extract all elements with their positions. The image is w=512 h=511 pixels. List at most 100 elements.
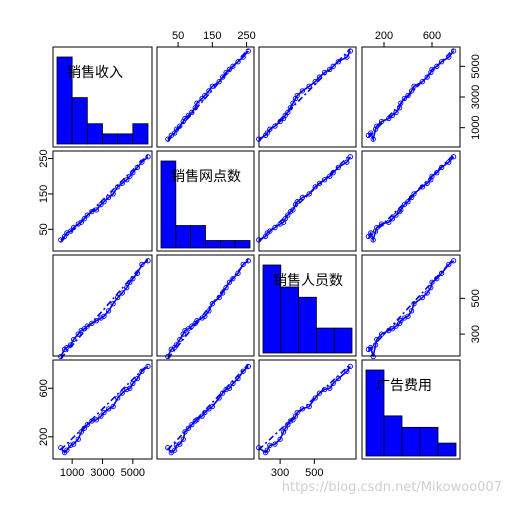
- data-point: [245, 258, 251, 264]
- y-tick-label: 600: [38, 379, 50, 397]
- variable-label: 销售人员数: [273, 273, 343, 289]
- data-point: [306, 191, 312, 197]
- data-point: [330, 63, 336, 69]
- fit-line: [167, 48, 249, 142]
- histogram-bar: [315, 327, 335, 354]
- data-point: [115, 294, 121, 301]
- panel-border: [361, 46, 461, 148]
- histogram-bar: [419, 426, 439, 457]
- data-point: [71, 336, 77, 343]
- fit-line: [258, 48, 351, 142]
- histogram-bar: [117, 133, 134, 145]
- histogram-bar: [401, 426, 421, 457]
- data-point: [424, 74, 430, 80]
- data-point: [145, 363, 151, 370]
- x-tick-label: 600: [423, 30, 441, 42]
- histogram-bar: [280, 286, 299, 354]
- x-tick-label: 50: [172, 30, 184, 42]
- histogram-bar: [383, 415, 403, 457]
- data-point: [81, 326, 87, 332]
- histogram-bar: [86, 123, 103, 145]
- y-tick-label: 300: [470, 325, 482, 343]
- data-point: [285, 109, 291, 115]
- data-point: [130, 276, 136, 282]
- data-point: [209, 83, 215, 89]
- data-point: [344, 368, 350, 374]
- data-point: [145, 154, 151, 160]
- data-point: [245, 48, 251, 54]
- data-point: [424, 180, 430, 186]
- x-tick-label: 300: [271, 467, 289, 479]
- smooth-line: [367, 156, 455, 243]
- x-tick-label: 150: [203, 30, 221, 42]
- data-point: [168, 449, 174, 456]
- y-tick-label: 250: [38, 149, 50, 167]
- data-point: [139, 368, 145, 374]
- data-point: [316, 180, 323, 186]
- y-tick-label: 50: [38, 223, 50, 235]
- panel-border: [52, 254, 153, 357]
- data-point: [419, 79, 426, 85]
- data-point: [226, 66, 233, 73]
- data-point: [287, 418, 294, 424]
- data-point: [185, 425, 192, 431]
- data-point: [78, 219, 84, 225]
- fit-line: [60, 258, 149, 359]
- y-tick-label: 150: [38, 185, 50, 203]
- data-point: [299, 88, 306, 94]
- data-point: [327, 66, 333, 73]
- data-point: [344, 159, 350, 165]
- data-point: [115, 395, 121, 401]
- panel-border: [258, 359, 357, 460]
- data-point: [216, 294, 222, 301]
- data-point: [240, 261, 246, 268]
- data-point: [396, 320, 403, 327]
- data-point: [226, 279, 233, 285]
- data-point: [290, 100, 296, 106]
- data-point: [405, 313, 411, 319]
- data-point: [321, 177, 328, 183]
- data-point: [393, 109, 399, 115]
- data-point: [411, 191, 417, 197]
- panel-border: [156, 254, 255, 357]
- data-point: [267, 228, 273, 234]
- data-point: [124, 284, 130, 291]
- fit-line: [60, 154, 149, 243]
- data-point: [419, 294, 426, 301]
- data-point: [272, 224, 278, 231]
- panel-border: [361, 359, 461, 460]
- smooth-line: [60, 156, 149, 241]
- data-point: [294, 92, 300, 99]
- data-point: [446, 261, 452, 268]
- data-point: [81, 216, 87, 222]
- data-point: [235, 59, 241, 65]
- data-point: [101, 313, 107, 319]
- data-point: [202, 313, 208, 319]
- data-point: [306, 83, 312, 89]
- data-point: [393, 323, 399, 329]
- panel-border: [258, 46, 357, 148]
- data-point: [344, 54, 350, 60]
- smooth-line: [60, 260, 149, 357]
- histogram-bar: [190, 225, 206, 249]
- panel-border: [52, 150, 153, 252]
- data-point: [424, 290, 430, 296]
- data-point: [335, 59, 341, 65]
- data-point: [98, 413, 104, 419]
- smooth-line: [167, 50, 249, 140]
- data-point: [290, 207, 296, 213]
- data-point: [101, 409, 107, 416]
- data-point: [316, 390, 323, 396]
- data-point: [124, 177, 130, 183]
- smooth-line: [367, 50, 455, 142]
- x-tick-label: 500: [305, 467, 323, 479]
- data-point: [398, 318, 404, 324]
- data-point: [347, 154, 353, 160]
- data-point: [411, 83, 417, 89]
- data-point: [110, 191, 116, 197]
- data-point: [130, 380, 136, 387]
- data-point: [127, 385, 133, 391]
- histogram-bar: [333, 327, 353, 354]
- variable-label: 销售收入: [67, 65, 123, 81]
- data-point: [93, 318, 100, 324]
